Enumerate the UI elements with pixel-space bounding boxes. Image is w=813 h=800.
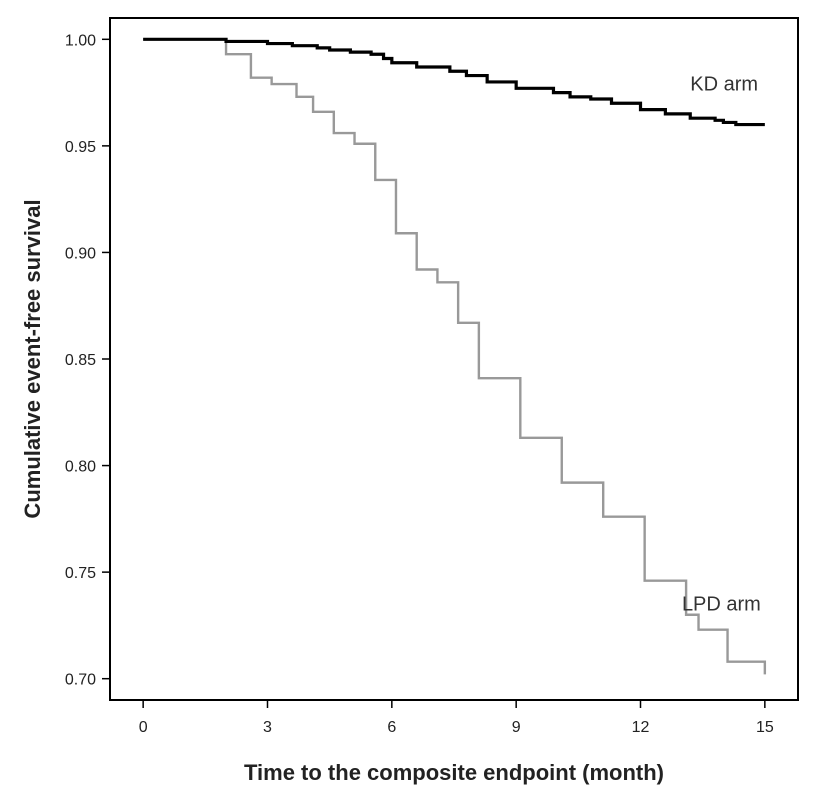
series-line-kd-arm bbox=[143, 37, 765, 127]
y-axis-title: Cumulative event-free survival bbox=[20, 199, 45, 518]
y-tick-label: 0.70 bbox=[65, 672, 96, 689]
x-tick-label: 0 bbox=[139, 719, 148, 736]
y-tick-label: 0.95 bbox=[65, 139, 96, 156]
series-line-lpd-arm bbox=[143, 38, 767, 675]
y-tick-label: 0.75 bbox=[65, 565, 96, 582]
x-tick-label: 15 bbox=[756, 719, 774, 736]
x-tick-label: 9 bbox=[512, 719, 521, 736]
series-layer bbox=[143, 37, 767, 675]
x-tick-label: 12 bbox=[632, 719, 650, 736]
y-tick-label: 0.90 bbox=[65, 245, 96, 262]
y-tick-label: 0.80 bbox=[65, 459, 96, 476]
series-label-kd-arm: KD arm bbox=[690, 73, 758, 95]
x-tick-label: 6 bbox=[387, 719, 396, 736]
series-label-lpd-arm: LPD arm bbox=[682, 593, 761, 615]
y-tick-label: 1.00 bbox=[65, 32, 96, 49]
axis-ticks: 0 3 6 9 12 15 0.70 0.75 0.80 0.85 0.90 0.95 1.00 bbox=[65, 32, 774, 736]
x-tick-label: 3 bbox=[263, 719, 272, 736]
y-tick-label: 0.85 bbox=[65, 352, 96, 369]
x-axis-title: Time to the composite endpoint (month) bbox=[244, 760, 664, 785]
